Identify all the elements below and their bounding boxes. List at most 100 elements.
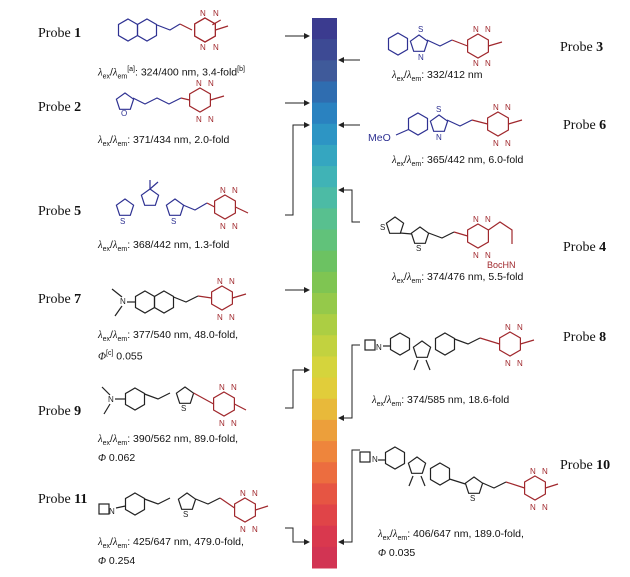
svg-text:N: N <box>505 359 511 368</box>
svg-text:N: N <box>485 215 491 224</box>
probe-6-arrowhead <box>338 122 344 128</box>
spectrum-segment <box>312 398 337 421</box>
svg-text:N: N <box>220 186 226 195</box>
spectrum-segment <box>312 504 337 527</box>
spectrum-segment <box>312 81 337 104</box>
svg-text:N: N <box>196 79 202 88</box>
probe-9-arrowhead <box>304 367 310 373</box>
svg-text:N: N <box>505 323 511 332</box>
svg-text:S: S <box>470 494 475 503</box>
svg-text:N: N <box>517 359 523 368</box>
probe-1-structure: N N N N <box>117 9 229 52</box>
svg-text:N: N <box>109 507 115 516</box>
svg-text:N: N <box>505 139 511 148</box>
probe-6-structure: S N N N N N <box>395 103 523 148</box>
probe-8-structure: N N N N N <box>364 323 535 371</box>
probe-9-caption: λex/λem: 390/562 nm, 89.0-fold, Φ 0.062 <box>98 433 239 465</box>
svg-text:N: N <box>376 343 382 352</box>
probe-6-caption: λex/λem: 365/442 nm, 6.0-fold <box>392 154 524 169</box>
probe-11-caption: λex/λem: 425/647 nm, 479.0-fold, Φ 0.254 <box>98 536 244 568</box>
spectrum-segment <box>312 144 337 167</box>
probe-4-label: Probe 4 <box>563 240 607 255</box>
probe-10-label: Probe 10 <box>560 458 611 473</box>
svg-text:S: S <box>171 217 176 226</box>
svg-text:N: N <box>418 53 424 62</box>
spectrum-segment <box>312 483 337 506</box>
probe-10-arrowhead <box>338 539 344 545</box>
svg-text:N: N <box>229 313 235 322</box>
probe-8-caption: λex/λem: 374/585 nm, 18.6-fold <box>372 394 510 409</box>
svg-text:N: N <box>200 9 206 18</box>
spectrum-segment <box>312 187 337 209</box>
svg-text:N: N <box>200 43 206 52</box>
spectrum-segment <box>312 462 337 484</box>
probe-9-label: Probe 9 <box>38 404 82 419</box>
svg-text:N: N <box>485 25 491 34</box>
probe-11-arrowhead <box>304 539 310 545</box>
svg-text:N: N <box>372 455 378 464</box>
arrows-left <box>285 33 310 545</box>
probe-7-caption: λex/λem: 377/540 nm, 48.0-fold, Φ[c] 0.0… <box>98 329 239 363</box>
probe-5-caption: λex/λem: 368/442 nm, 1.3-fold <box>98 239 230 254</box>
probe-3-label: Probe 3 <box>560 40 604 55</box>
bochn-group-label: BocHN <box>487 260 516 270</box>
probe-5-label: Probe 5 <box>38 204 82 219</box>
spectrum-segment <box>312 18 337 40</box>
probe-11-structure: N S N N N N <box>98 489 269 534</box>
svg-text:N: N <box>505 103 511 112</box>
svg-text:N: N <box>542 467 548 476</box>
svg-text:N: N <box>436 133 442 142</box>
svg-text:N: N <box>217 313 223 322</box>
probe-8-label: Probe 8 <box>563 330 607 345</box>
spectrum-segment <box>312 39 337 61</box>
spectrum-segment <box>312 60 337 82</box>
svg-text:N: N <box>231 419 237 428</box>
probe-2-arrowhead <box>304 100 310 106</box>
svg-text:S: S <box>120 217 125 226</box>
spectrum-segment <box>312 250 337 273</box>
svg-text:N: N <box>232 222 238 231</box>
svg-text:N: N <box>517 323 523 332</box>
probe-1-label: Probe 1 <box>38 26 82 41</box>
svg-text:N: N <box>217 277 223 286</box>
probe-4-structure: S S N N N N <box>380 215 513 260</box>
probe-8-arrowhead <box>338 415 344 421</box>
probe-3-arrowhead <box>338 57 344 63</box>
probe-4-arrowhead <box>338 187 344 193</box>
svg-text:N: N <box>232 186 238 195</box>
svg-text:N: N <box>530 503 536 512</box>
svg-text:N: N <box>120 297 126 306</box>
svg-text:N: N <box>219 419 225 428</box>
svg-text:S: S <box>436 105 441 114</box>
svg-text:N: N <box>530 467 536 476</box>
spectrum-segment <box>312 546 337 569</box>
spectrum-segment <box>312 314 337 336</box>
spectrum-segment <box>312 102 337 125</box>
spectrum-segment <box>312 377 337 400</box>
probe-10-structure: N S N N N N <box>359 446 559 512</box>
spectrum-segment <box>312 356 337 379</box>
svg-text:N: N <box>473 251 479 260</box>
spectrum-segment <box>312 419 337 442</box>
svg-text:N: N <box>473 25 479 34</box>
probe-10-arrow <box>342 449 360 543</box>
svg-text:N: N <box>229 277 235 286</box>
probe-2-label: Probe 2 <box>38 100 82 115</box>
svg-text:N: N <box>208 115 214 124</box>
probe-10-caption: λex/λem: 406/647 nm, 189.0-fold, Φ 0.035 <box>378 528 524 560</box>
probe-11-arrow <box>285 527 306 543</box>
svg-text:N: N <box>485 59 491 68</box>
svg-text:N: N <box>240 525 246 534</box>
probe-2-caption: λex/λem: 371/434 nm, 2.0-fold <box>98 134 230 149</box>
probe-8-arrow <box>342 344 360 419</box>
probe-3-caption: λex/λem: 332/412 nm <box>392 69 483 84</box>
probe-2-structure: O N N N N <box>115 79 225 124</box>
spectrum-segment <box>312 271 337 294</box>
probe-7-structure: N N N N N <box>111 277 247 322</box>
spectrum-segment <box>312 166 337 188</box>
probe-1-arrowhead <box>304 33 310 39</box>
svg-text:N: N <box>473 215 479 224</box>
svg-text:S: S <box>380 223 385 232</box>
